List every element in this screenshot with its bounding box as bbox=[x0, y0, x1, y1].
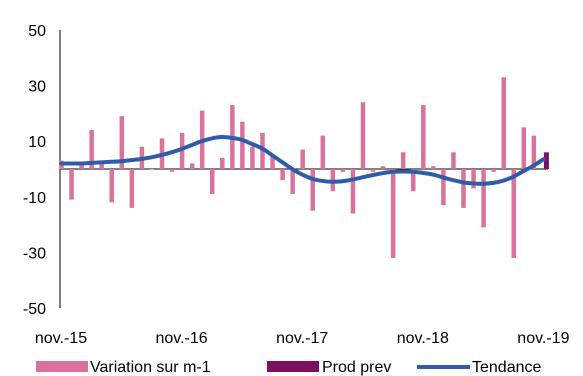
variation-bar bbox=[280, 169, 285, 181]
variation-bar bbox=[129, 169, 135, 208]
variation-bar bbox=[400, 152, 406, 169]
legend-label-variation: Variation sur m-1 bbox=[90, 359, 211, 376]
variation-bar bbox=[370, 169, 376, 172]
variation-bar bbox=[491, 169, 496, 172]
variation-bar bbox=[451, 152, 456, 169]
variation-bar bbox=[179, 132, 185, 169]
variation-bar bbox=[531, 135, 537, 169]
trend-line bbox=[59, 135, 546, 186]
variation-bar bbox=[169, 169, 175, 172]
x-tick-label: nov.-17 bbox=[276, 330, 328, 347]
legend-label-tendance: Tendance bbox=[472, 359, 541, 376]
legend-swatch-prod-prev bbox=[267, 361, 319, 372]
variation-bar bbox=[240, 121, 245, 169]
variation-bar bbox=[481, 169, 486, 228]
variation-bars bbox=[59, 77, 537, 258]
variation-bar bbox=[99, 163, 104, 169]
variation-bar bbox=[471, 169, 476, 189]
variation-bar bbox=[210, 169, 215, 195]
y-tick-label: 50 bbox=[28, 23, 46, 40]
variation-bar bbox=[350, 169, 356, 214]
variation-bar bbox=[340, 169, 346, 172]
variation-bar bbox=[431, 166, 436, 169]
y-tick-label: 30 bbox=[28, 79, 46, 96]
variation-bar bbox=[69, 169, 74, 200]
variation-bar bbox=[511, 169, 516, 258]
legend-swatch-variation bbox=[36, 361, 88, 372]
variation-bar bbox=[421, 105, 426, 169]
variation-bar bbox=[290, 169, 295, 195]
variation-bar bbox=[250, 146, 255, 169]
variation-bar bbox=[79, 163, 84, 169]
x-tick-label: nov.-16 bbox=[156, 330, 208, 347]
x-tick-label: nov.-19 bbox=[517, 330, 569, 347]
legend-label-prod-prev: Prod prev bbox=[322, 359, 391, 376]
x-axis: nov.-15 nov.-16 nov.-17 nov.-18 nov.-19 bbox=[35, 168, 570, 347]
variation-bar bbox=[441, 169, 446, 206]
y-tick-label: -30 bbox=[23, 245, 46, 262]
variation-bar bbox=[360, 102, 366, 169]
variation-bar bbox=[89, 130, 94, 169]
variation-bar bbox=[310, 169, 315, 211]
variation-bar bbox=[411, 169, 416, 192]
x-tick-label: nov.-15 bbox=[35, 330, 87, 347]
x-tick-label: nov.-18 bbox=[397, 330, 449, 347]
variation-bar bbox=[119, 116, 125, 169]
variation-bar bbox=[300, 149, 305, 169]
prod-prev-bars bbox=[543, 152, 549, 169]
y-axis: 50 30 10 -10 -30 -50 bbox=[23, 23, 61, 318]
y-tick-label: -10 bbox=[23, 190, 46, 207]
legend: Variation sur m-1 Prod prev Tendance bbox=[36, 359, 541, 376]
variation-bar bbox=[521, 127, 527, 169]
variation-bar bbox=[390, 169, 396, 258]
variation-bar bbox=[270, 155, 275, 169]
variation-bar bbox=[149, 169, 155, 170]
y-tick-label: -50 bbox=[23, 301, 46, 318]
variation-bar bbox=[380, 166, 386, 169]
variation-bar bbox=[501, 77, 506, 169]
variation-bar bbox=[320, 135, 326, 169]
variation-bar bbox=[109, 169, 114, 203]
variation-bar bbox=[461, 169, 466, 208]
trend-line-group bbox=[59, 135, 546, 186]
variation-bar bbox=[220, 157, 225, 169]
variation-bar bbox=[189, 163, 195, 169]
y-tick-label: 10 bbox=[28, 134, 46, 151]
prod-prev-bar bbox=[543, 152, 549, 169]
